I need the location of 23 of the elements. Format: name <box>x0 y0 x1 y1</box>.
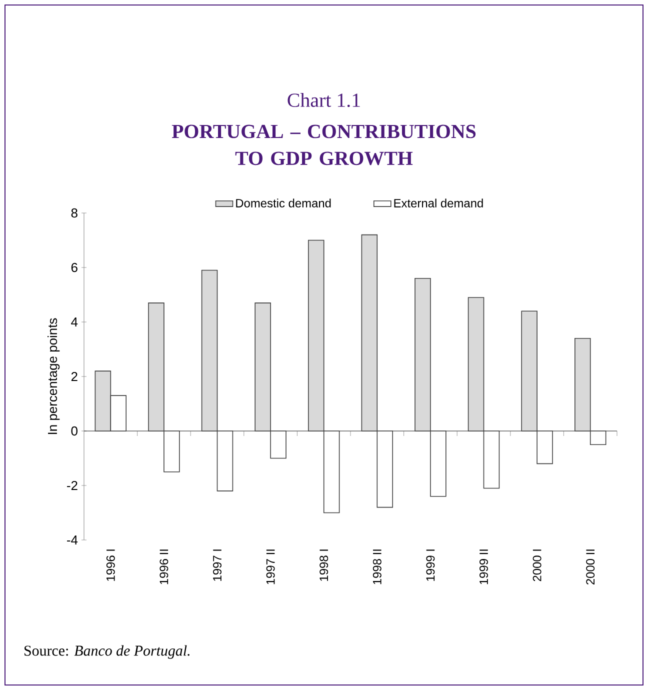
y-tick-label: -2 <box>67 480 78 490</box>
source-note: Source: Banco de Portugal. <box>24 645 190 659</box>
chart-subtitle: PORTUGAL – CONTRIBUTIONS TO GDP GROWTH <box>172 124 476 166</box>
x-tick-label: 1996 I <box>106 550 115 581</box>
legend-label: External demand <box>394 198 483 208</box>
y-tick-label: 8 <box>71 208 78 218</box>
x-tick-label: 1999 I <box>426 550 435 581</box>
x-tick-label: 1998 I <box>320 550 328 581</box>
y-tick-label: 6 <box>71 262 78 272</box>
y-tick-label: -4 <box>67 536 78 544</box>
chart-title: Chart 1.1 <box>288 92 360 108</box>
x-tick-label: 1997 I <box>213 550 222 581</box>
x-tick-label: 1996 II <box>160 550 168 584</box>
y-tick-label: 2 <box>71 372 78 382</box>
x-tick-label: 2000 II <box>586 550 595 584</box>
x-tick-label: 1997 II <box>266 550 275 584</box>
legend-label: Domestic demand <box>236 198 331 208</box>
y-axis-title: In percentage points <box>48 318 60 434</box>
y-tick-label: 4 <box>71 318 78 326</box>
x-tick-label: 1998 II <box>372 550 382 584</box>
x-tick-label: 1999 II <box>480 550 488 584</box>
x-tick-label: 2000 I <box>532 550 542 582</box>
y-tick-label: 0 <box>71 426 78 436</box>
